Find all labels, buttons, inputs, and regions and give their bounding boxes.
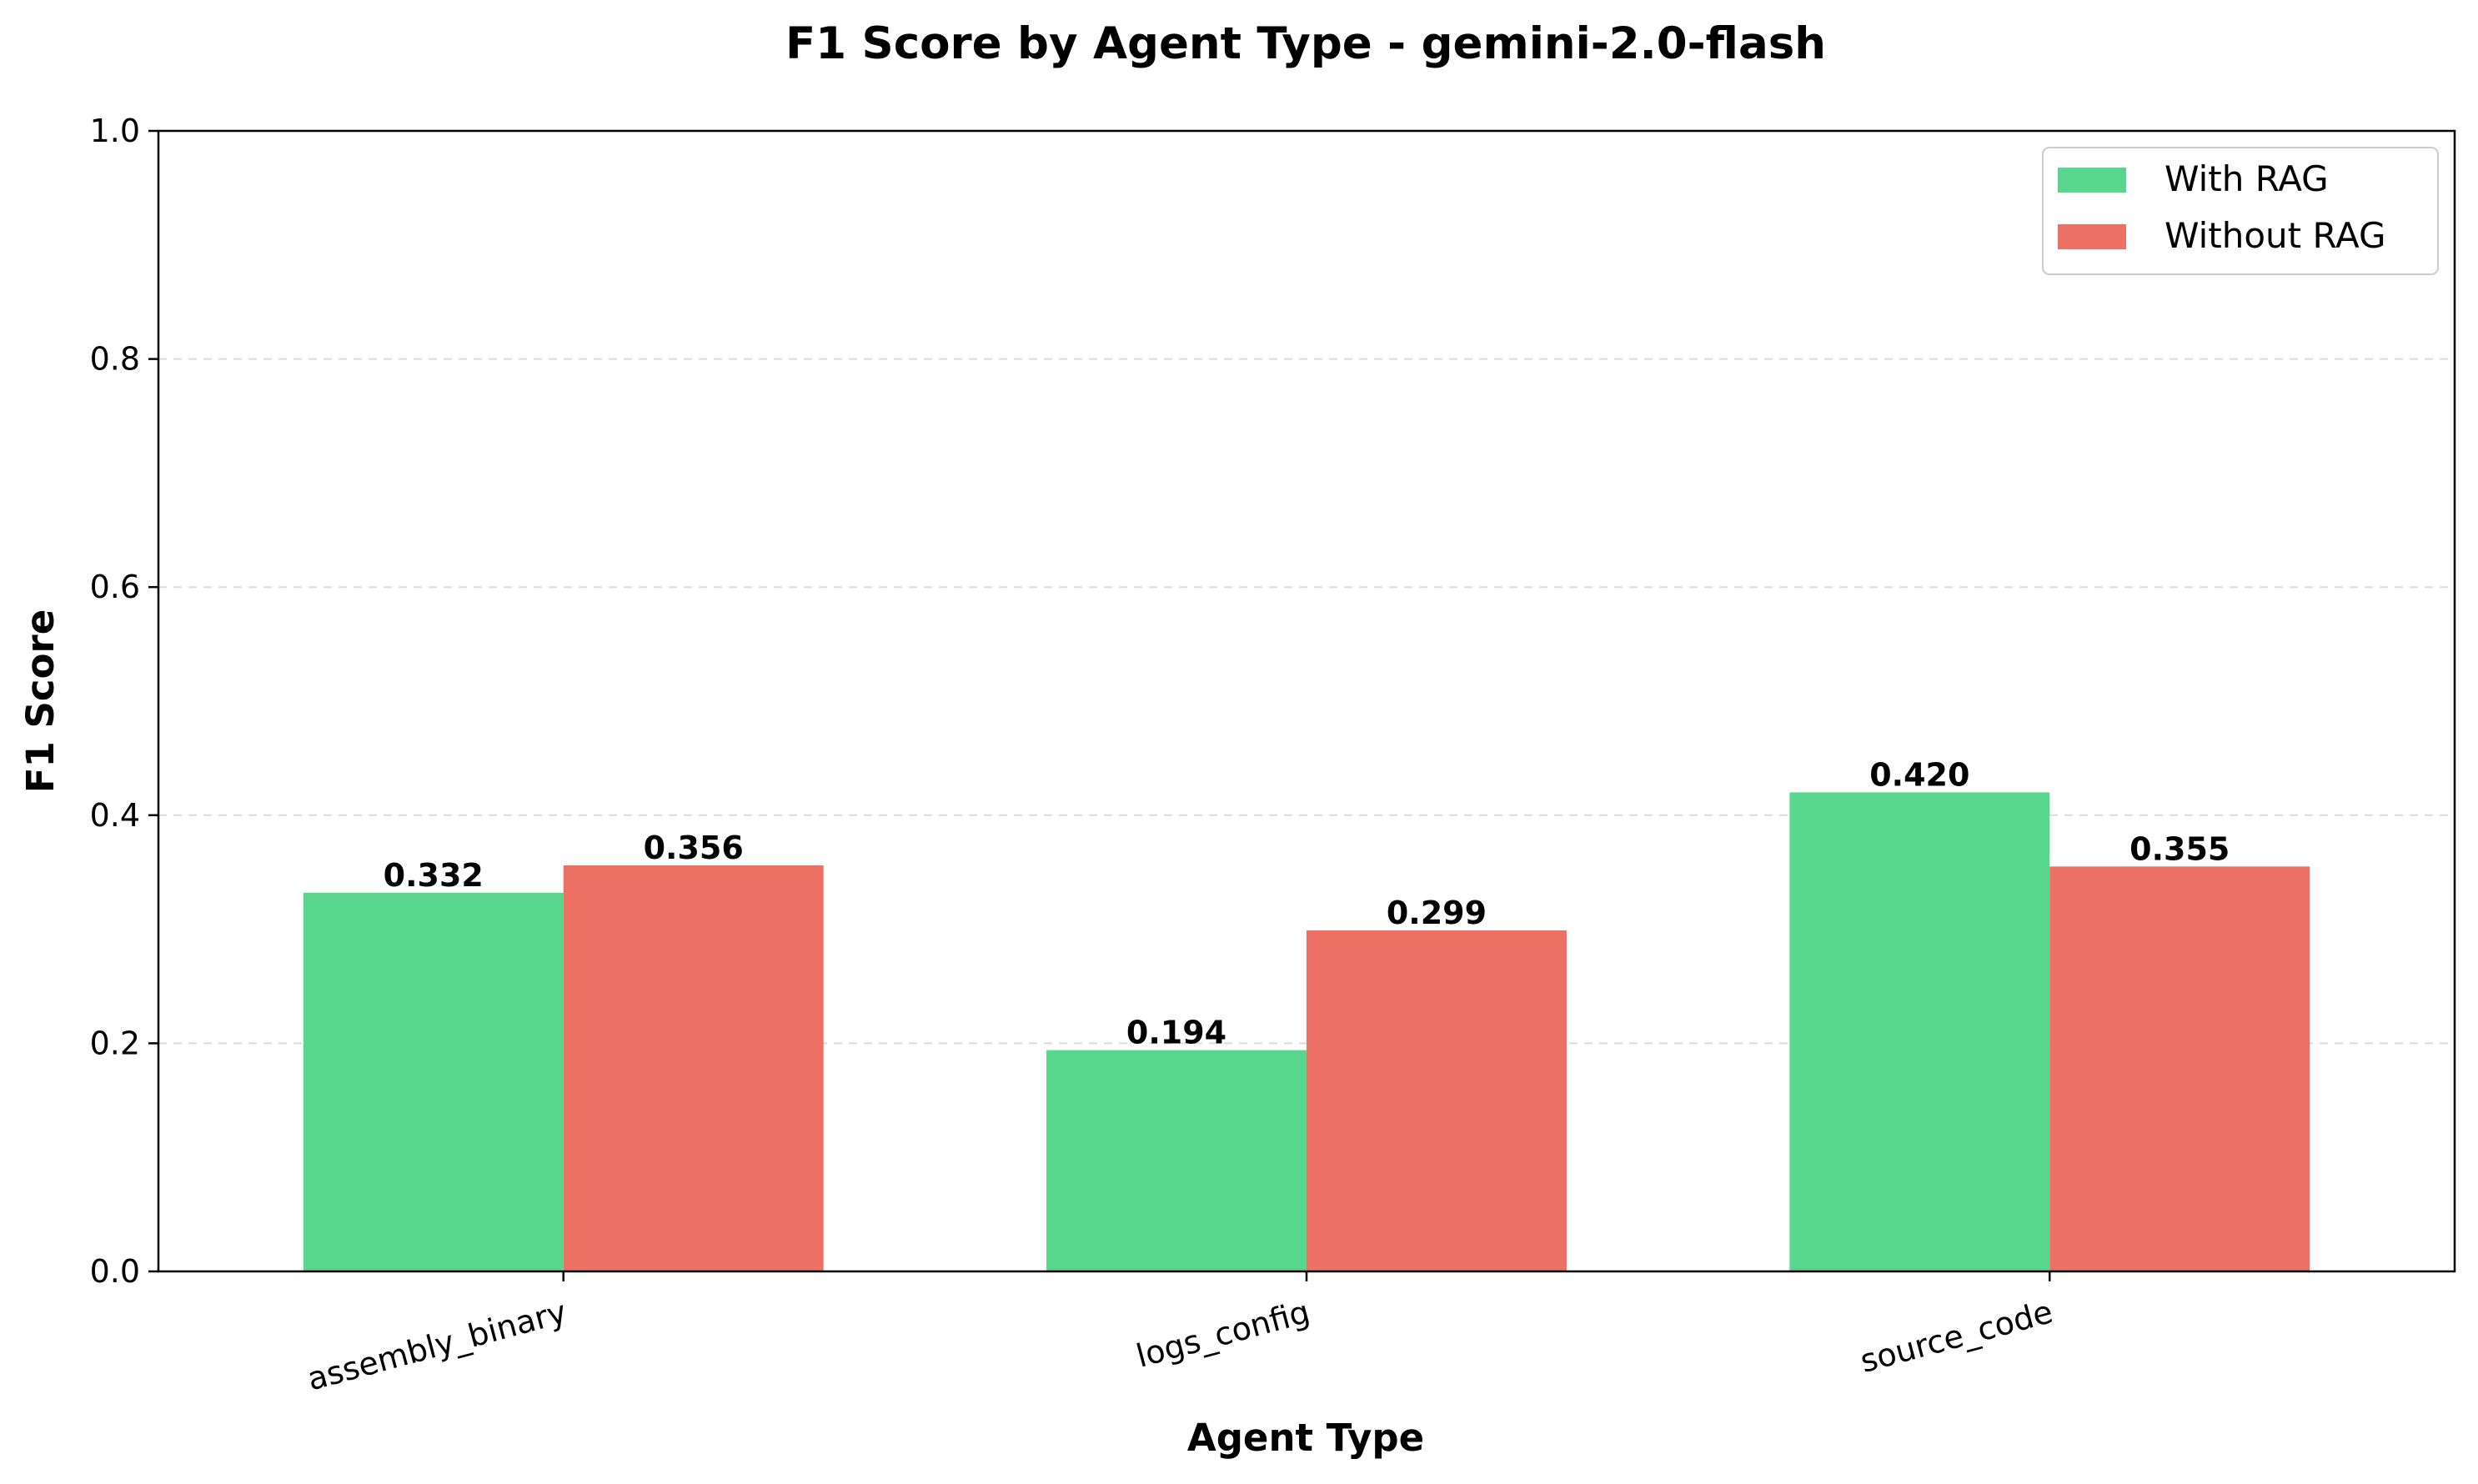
- y-tick-label: 1.0: [90, 113, 140, 149]
- bar-with-rag-source-code: [1789, 792, 2050, 1271]
- bar-value-label: 0.194: [1126, 1015, 1226, 1051]
- bar-labels: 0.332 0.194 0.420 0.356 0.299 0.355: [384, 756, 2230, 1050]
- y-tick-label: 0.8: [90, 341, 140, 378]
- bar-value-label: 0.356: [644, 830, 744, 866]
- y-tick-label: 0.2: [90, 1025, 140, 1061]
- y-tick-label: 0.6: [90, 569, 140, 605]
- legend: With RAG Without RAG: [2042, 147, 2439, 275]
- legend-label: Without RAG: [2164, 215, 2386, 256]
- x-axis-label: Agent Type: [1187, 1416, 1424, 1460]
- legend-box: [2042, 147, 2439, 275]
- bar-value-label: 0.355: [2129, 830, 2230, 867]
- chart-title: F1 Score by Agent Type - gemini-2.0-flas…: [785, 18, 1826, 69]
- legend-swatch: [2058, 224, 2126, 249]
- legend-label: With RAG: [2164, 158, 2329, 199]
- y-tick-label: 0.4: [90, 797, 140, 834]
- bar-without-rag-logs-config: [1307, 930, 1567, 1271]
- y-tick-label: 0.0: [90, 1253, 140, 1290]
- bar-with-rag-assembly-binary: [303, 892, 564, 1271]
- bar-with-rag-logs-config: [1046, 1050, 1307, 1271]
- y-axis-ticks: 0.0 0.2 0.4 0.6 0.8 1.0: [90, 113, 158, 1290]
- y-axis-label: F1 Score: [18, 609, 63, 793]
- bar-value-label: 0.332: [384, 857, 484, 894]
- bar-value-label: 0.299: [1387, 895, 1487, 931]
- bar-without-rag-source-code: [2049, 866, 2310, 1271]
- legend-swatch: [2058, 168, 2126, 193]
- bar-value-label: 0.420: [1869, 756, 1969, 793]
- bar-without-rag-assembly-binary: [563, 865, 824, 1271]
- bars: [303, 792, 2310, 1271]
